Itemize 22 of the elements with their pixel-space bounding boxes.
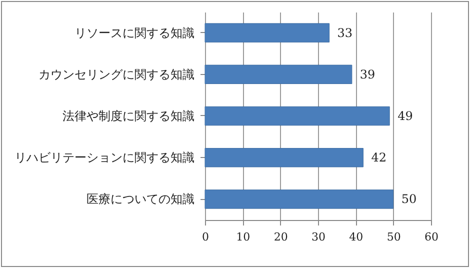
y-tick-label: 医療についての知識 xyxy=(86,192,194,206)
y-tick-label: リソースに関する知識 xyxy=(74,26,194,40)
data-label: 39 xyxy=(360,67,376,82)
x-tick-label: 50 xyxy=(386,230,401,244)
y-tick-label: 法律や制度に関する知識 xyxy=(62,109,194,123)
data-label: 42 xyxy=(371,150,386,165)
bar xyxy=(204,190,394,209)
y-tick-label: カウンセリングに関する知識 xyxy=(38,67,194,82)
data-label: 33 xyxy=(337,26,353,40)
x-tick-label: 30 xyxy=(312,230,326,244)
x-tick-label: 60 xyxy=(424,230,438,244)
x-tick-label: 40 xyxy=(349,230,364,244)
bar xyxy=(204,106,390,126)
bar xyxy=(204,148,364,168)
x-tick-label: 20 xyxy=(274,230,288,244)
bar xyxy=(204,23,330,42)
bar xyxy=(204,64,352,84)
y-tick-label: リハビリテーションに関する知識 xyxy=(14,150,194,165)
data-label: 50 xyxy=(401,192,417,206)
data-label: 49 xyxy=(398,109,413,123)
x-tick-label: 0 xyxy=(202,230,209,244)
x-tick-label: 10 xyxy=(236,230,250,244)
